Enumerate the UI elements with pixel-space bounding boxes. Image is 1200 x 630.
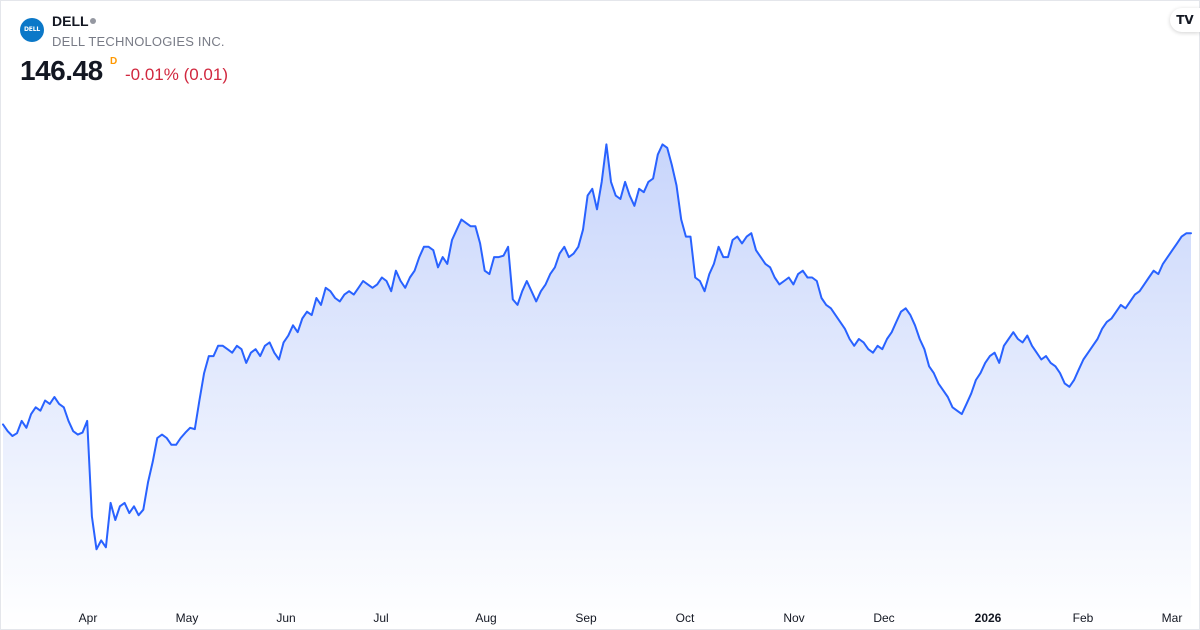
- x-tick-label: Aug: [475, 611, 496, 625]
- market-status-dot: [90, 18, 96, 24]
- x-tick-label: Jun: [276, 611, 295, 625]
- price-change: -0.01% (0.01): [125, 65, 228, 84]
- x-axis-ticks: Apr May Jun Jul Aug Sep Oct Nov Dec 2026 Feb Mar: [79, 611, 1183, 625]
- x-tick-label: Nov: [783, 611, 804, 625]
- x-tick-label: May: [176, 611, 199, 625]
- x-tick-label: Oct: [676, 611, 695, 625]
- ticker-symbol[interactable]: DELL: [52, 13, 89, 29]
- x-tick-label: Dec: [873, 611, 894, 625]
- x-tick-label: 2026: [975, 611, 1002, 625]
- company-logo: DELL: [20, 18, 44, 42]
- last-price: 146.48: [20, 55, 103, 86]
- company-name: DELL TECHNOLOGIES INC.: [52, 34, 225, 49]
- x-tick-label: Sep: [575, 611, 597, 625]
- price-area-fill: [3, 144, 1191, 628]
- x-tick-label: Feb: [1073, 611, 1094, 625]
- x-tick-label: Apr: [79, 611, 98, 625]
- x-tick-label: Mar: [1162, 611, 1183, 625]
- delay-badge: D: [110, 56, 118, 67]
- tradingview-logo[interactable]: TV: [1170, 8, 1200, 32]
- price-line: [2, 143, 1192, 551]
- x-tick-label: Jul: [373, 611, 388, 625]
